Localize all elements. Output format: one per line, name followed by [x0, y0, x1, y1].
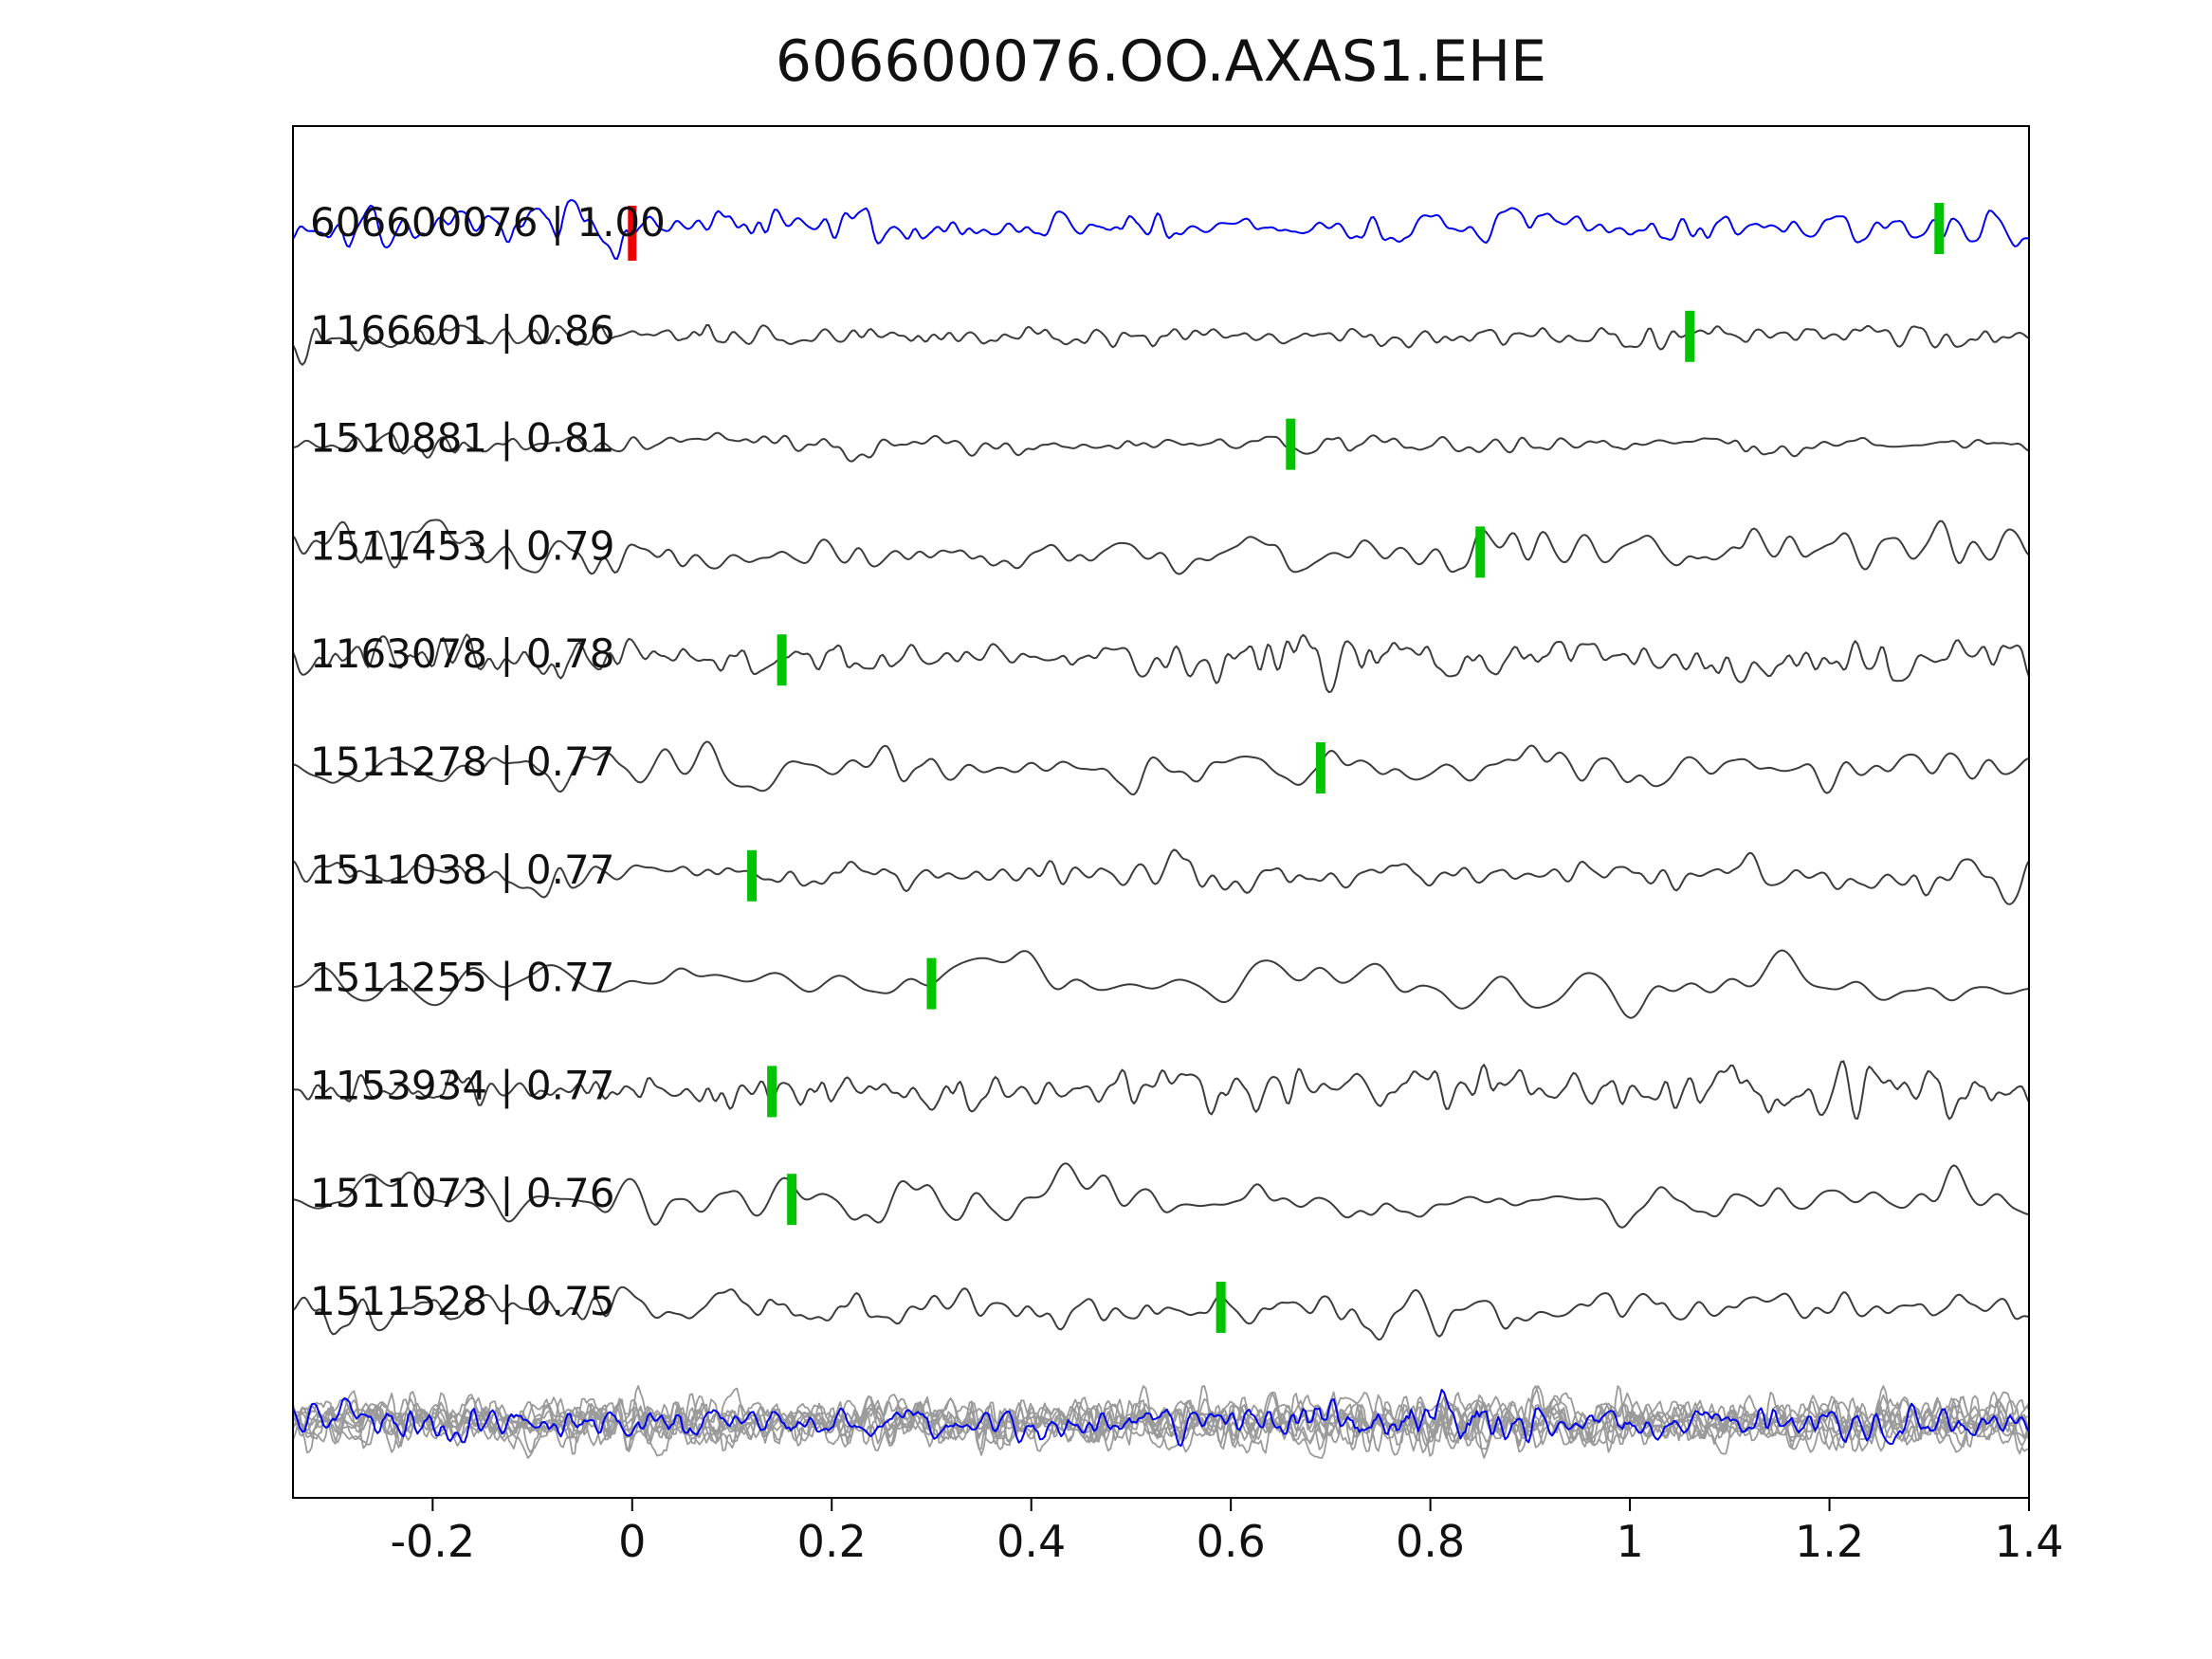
- x-tick-label: 0.2: [797, 1516, 867, 1567]
- trace-waveform-1511038: [293, 848, 2029, 905]
- pick-marker: [747, 849, 758, 902]
- trace-waveform-606600076: [293, 199, 2029, 260]
- x-tick-label: 0.8: [1396, 1516, 1465, 1567]
- x-tick-label: 1.2: [1795, 1516, 1864, 1567]
- pick-marker: [777, 634, 787, 686]
- trace-label: 1511528 | 0.75: [310, 1278, 614, 1324]
- trace-label: 1166601 | 0.86: [310, 307, 614, 354]
- x-tick-label: -0.2: [390, 1516, 475, 1567]
- trace-waveform-1153934: [293, 1060, 2029, 1121]
- figure-title: 606600076.OO.AXAS1.EHE: [775, 28, 1547, 95]
- x-tick-label: 1.4: [1994, 1516, 2063, 1567]
- trace-label: 1511073 | 0.76: [310, 1170, 614, 1216]
- pick-marker: [767, 1066, 777, 1118]
- x-tick-label: 0: [618, 1516, 646, 1567]
- pick-marker: [1216, 1282, 1226, 1333]
- x-tick-label: 0.6: [1197, 1516, 1266, 1567]
- pick-marker: [1934, 203, 1945, 254]
- trace-label: 1511038 | 0.77: [310, 847, 614, 893]
- pick-marker: [1286, 418, 1296, 470]
- trace-label: 1163078 | 0.78: [310, 630, 614, 677]
- pick-marker: [1475, 526, 1486, 578]
- stack-highlight-trace: [293, 1389, 2029, 1448]
- x-tick-label: 0.4: [996, 1516, 1066, 1567]
- trace-waveform-1166601: [293, 323, 2029, 366]
- trace-waveform-1510881: [293, 431, 2029, 463]
- pick-marker: [1685, 310, 1695, 362]
- trace-waveform-1511255: [293, 949, 2029, 1019]
- trace-waveform-1511453: [293, 519, 2029, 575]
- pick-marker: [926, 957, 937, 1010]
- stack-member-trace: [293, 1385, 2029, 1455]
- trace-waveform-1511278: [293, 740, 2029, 795]
- trace-label: 1510881 | 0.81: [310, 415, 614, 462]
- trace-waveform-1511528: [293, 1285, 2029, 1340]
- traces-group: [293, 199, 2029, 1459]
- plot-border: [292, 125, 2030, 1499]
- pick-marker: [787, 1174, 797, 1226]
- trace-label: 606600076 | 1.00: [310, 199, 666, 246]
- origin-marker: [628, 206, 637, 261]
- trace-waveform-1511073: [293, 1162, 2029, 1229]
- x-tick-label: 1: [1616, 1516, 1643, 1567]
- trace-waveform-1163078: [293, 633, 2029, 694]
- trace-label: 1153934 | 0.77: [310, 1062, 614, 1108]
- trace-label: 1511453 | 0.79: [310, 522, 614, 569]
- pick-marker: [1315, 742, 1325, 793]
- trace-label: 1511255 | 0.77: [310, 955, 614, 1001]
- trace-label: 1511278 | 0.77: [310, 738, 614, 785]
